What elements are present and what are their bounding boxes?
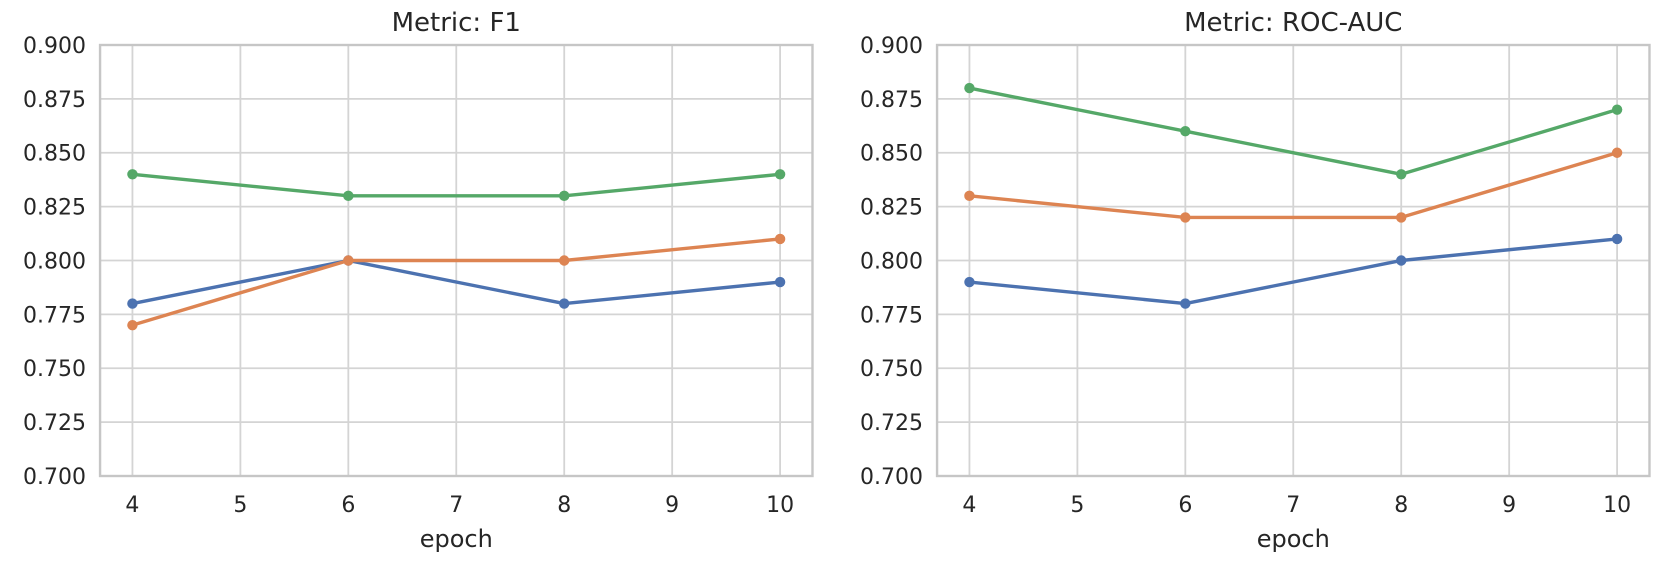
series-blue-line [967,237,1619,306]
series-blue-marker [559,298,570,309]
chart-roc-auc-canvas: 4 5 6 7 8 9 10 0.700 0.725 0.750 0.775 0.800 0.825 0.… [860,8,1651,553]
y-tick-label: 0.875 [23,88,86,113]
x-tick-label: 7 [1286,493,1300,518]
x-tick-label: 6 [1178,493,1192,518]
y-tick-label: 0.900 [860,34,923,59]
x-tick-label: 8 [1394,493,1408,518]
series-green-line [967,86,1619,177]
series-orange-line [967,151,1619,220]
x-tick-label: 10 [1603,493,1631,518]
series-orange-marker [1395,212,1406,223]
x-tick-label: 4 [962,493,976,518]
plot-area: 4 5 6 7 8 9 10 0.700 0.725 0.750 0.775 0.800 0.825 0.… [23,34,814,518]
y-tick-label: 0.800 [860,250,923,275]
series-blue-marker [1179,298,1191,309]
y-tick-label: 0.875 [860,88,923,113]
y-tick-label: 0.700 [23,465,86,490]
series-green-marker [343,190,354,202]
x-tick-label: 7 [449,493,463,518]
series-green-marker [1611,104,1622,115]
x-tick-label: 9 [665,493,679,518]
series-orange-marker [127,319,138,331]
y-tick-label: 0.900 [23,34,86,59]
y-tick-label: 0.800 [23,250,86,275]
x-tick-label: 10 [766,493,794,518]
series-orange-marker [559,255,570,266]
x-tick-label: 8 [557,493,571,518]
series-orange-marker [1611,147,1622,158]
chart-title: Metric: F1 [392,8,521,38]
y-tick-label: 0.825 [860,196,923,221]
chart-f1: 4 5 6 7 8 9 10 0.700 0.725 0.750 0.775 0.800 0.825 0.… [23,8,814,553]
chart-roc-auc: 4 5 6 7 8 9 10 0.700 0.725 0.750 0.775 0.800 0.825 0.… [837,0,1673,565]
series-green-marker [963,82,975,94]
plot-border [935,43,1651,478]
series-blue-line [130,258,782,306]
x-axis-label: epoch [1256,525,1329,553]
y-tick-label: 0.775 [860,303,923,328]
y-tick-label: 0.725 [23,411,86,436]
y-tick-label: 0.700 [860,465,923,490]
chart-title: Metric: ROC-AUC [1184,8,1402,38]
y-tick-label: 0.750 [860,357,923,382]
y-tick-label: 0.825 [23,196,86,221]
plot-border [98,43,814,478]
y-tick-label: 0.750 [23,357,86,382]
x-tick-label: 5 [233,493,247,518]
series-blue-marker [1395,255,1406,266]
series-orange-marker [1179,212,1191,223]
x-tick-label: 4 [125,493,139,518]
series-orange-marker [343,255,354,266]
series-blue-marker [127,298,138,309]
y-tick-label: 0.850 [23,142,86,167]
x-tick-label: 6 [341,493,355,518]
series-orange-marker [774,233,786,245]
x-tick-label: 5 [1070,493,1084,518]
series-blue-marker [963,276,975,288]
series-orange-marker [963,190,975,202]
series-green-marker [1395,169,1406,180]
chart-f1-canvas: 4 5 6 7 8 9 10 0.700 0.725 0.750 0.775 0.800 0.825 0.… [23,8,814,553]
plot-area: 4 5 6 7 8 9 10 0.700 0.725 0.750 0.775 0.800 0.825 0.… [860,34,1651,518]
series-blue-marker [1611,233,1622,245]
y-tick-label: 0.725 [860,411,923,436]
y-tick-label: 0.775 [23,303,86,328]
series-green-marker [559,190,570,202]
y-tick-label: 0.850 [860,142,923,167]
series-green-marker [127,169,138,180]
series-green-line [130,172,782,198]
series-green-marker [1179,126,1191,137]
series-blue-marker [774,276,786,288]
x-tick-label: 9 [1502,493,1516,518]
series-orange-line [130,237,782,327]
x-axis-label: epoch [420,525,493,553]
series-green-marker [774,169,786,180]
